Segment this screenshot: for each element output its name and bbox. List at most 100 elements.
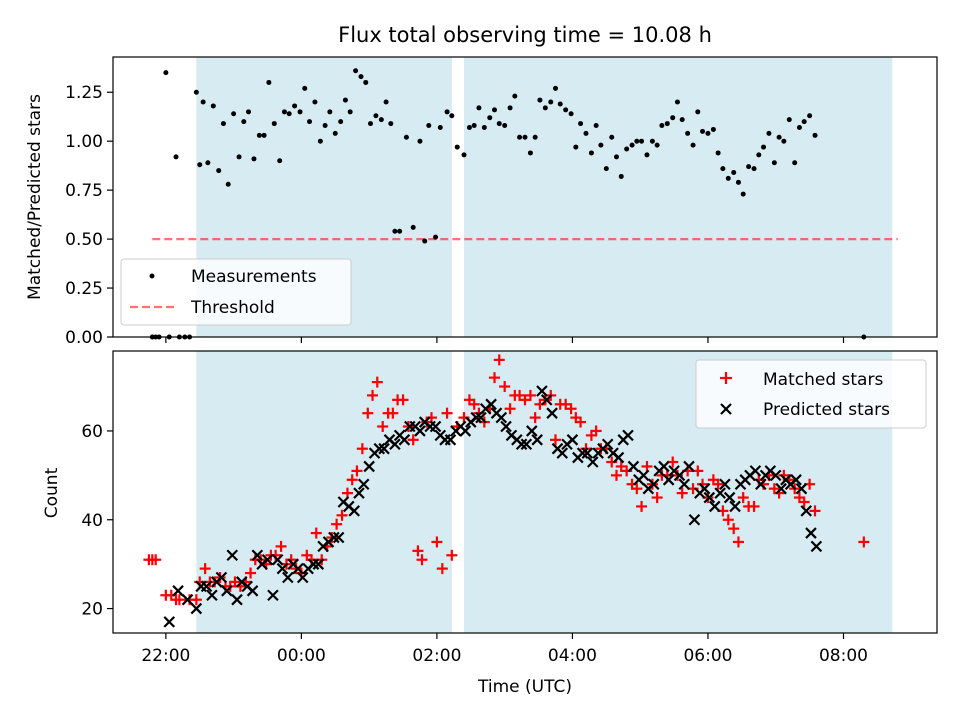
bottom-y-axis-label: Count xyxy=(42,467,62,518)
measurement-point xyxy=(373,113,379,119)
predicted-star-marker xyxy=(332,531,345,544)
predicted-star-marker xyxy=(688,513,701,526)
measurement-point xyxy=(241,119,247,125)
matched-star-marker xyxy=(549,434,561,446)
x-tick-label: 02:00 xyxy=(412,646,461,666)
top-plot: 0.00 0.25 0.50 0.75 1.00 1.25 Matched/Predict… xyxy=(25,56,938,348)
measurement-point xyxy=(756,152,762,158)
measurement-point xyxy=(685,130,691,136)
measurement-point xyxy=(573,144,579,150)
measurement-point xyxy=(210,103,216,109)
measurement-point xyxy=(725,175,731,181)
measurement-point xyxy=(613,154,619,160)
predicted-star-marker xyxy=(546,407,558,419)
measurement-point xyxy=(378,117,384,123)
matched-star-marker xyxy=(641,460,653,472)
matched-star-marker xyxy=(336,509,348,521)
matched-star-marker xyxy=(468,398,480,410)
matched-star-marker xyxy=(245,567,257,579)
top-legend: Measurements Threshold xyxy=(120,258,352,326)
predicted-star-marker xyxy=(810,540,823,553)
measurement-point xyxy=(461,152,467,158)
measurement-point xyxy=(664,121,670,127)
measurement-point xyxy=(266,79,272,85)
measurement-point xyxy=(422,238,428,244)
measurement-point xyxy=(471,123,477,129)
measurement-point xyxy=(746,164,752,170)
measurement-point xyxy=(307,119,313,125)
predicted-star-marker xyxy=(475,411,487,424)
measurement-point xyxy=(338,119,344,125)
measurement-point xyxy=(583,130,589,136)
measurement-point xyxy=(466,124,472,130)
matched-star-marker xyxy=(489,372,501,384)
top-y-tick-label: 1.00 xyxy=(65,132,103,152)
predicted-star-marker xyxy=(459,425,472,437)
predicted-star-marker xyxy=(296,571,309,584)
predicted-star-marker xyxy=(190,602,203,615)
matched-star-marker xyxy=(722,514,734,526)
predicted-star-marker xyxy=(749,465,762,477)
matched-star-marker xyxy=(346,474,358,486)
measurement-point xyxy=(609,134,615,140)
predicted-star-marker xyxy=(703,491,716,504)
matched-star-marker xyxy=(712,478,724,490)
predicted-star-marker xyxy=(723,491,736,504)
measurement-point xyxy=(654,142,660,148)
measurement-point xyxy=(246,109,252,115)
matched-star-marker xyxy=(809,505,821,517)
measurement-point xyxy=(437,124,443,130)
measurement-point xyxy=(649,138,655,144)
measurement-point xyxy=(532,134,538,140)
measurement-point xyxy=(751,166,757,172)
measurement-point xyxy=(231,111,237,117)
predicted-star-marker xyxy=(261,553,274,566)
bottom-y-ticks: 20 40 60 xyxy=(81,422,113,620)
measurement-point xyxy=(517,134,523,140)
predicted-stars-points xyxy=(163,385,823,628)
matched-star-marker xyxy=(199,563,211,575)
predicted-star-marker xyxy=(683,460,695,473)
bottom-y-tick-label: 20 xyxy=(81,600,103,620)
measurement-point xyxy=(766,130,772,136)
predicted-star-marker xyxy=(312,558,325,570)
bottom-legend: Matched stars Predicted stars xyxy=(695,359,927,429)
measurement-point xyxy=(312,99,318,105)
matched-star-marker xyxy=(858,536,870,548)
predicted-star-marker xyxy=(221,585,233,597)
predicted-star-marker xyxy=(556,447,569,459)
predicted-star-marker xyxy=(251,549,264,562)
matched-star-marker xyxy=(310,527,322,539)
predicted-star-marker xyxy=(231,593,243,606)
predicted-star-marker xyxy=(292,562,304,575)
measurement-point xyxy=(281,109,287,115)
predicted-star-marker xyxy=(348,505,361,517)
measurement-point xyxy=(193,89,199,95)
x-tick-label: 06:00 xyxy=(683,646,732,666)
predicted-star-marker xyxy=(540,394,553,406)
measurement-point xyxy=(481,124,487,130)
matched-star-marker xyxy=(441,407,453,419)
measurement-point xyxy=(781,138,787,144)
matched-star-marker xyxy=(676,487,688,499)
measurement-point xyxy=(261,132,267,138)
measurement-point xyxy=(624,146,630,152)
measurement-point xyxy=(403,134,409,140)
measurement-point xyxy=(449,113,455,119)
top-plot-frame xyxy=(112,56,938,338)
measurement-point xyxy=(317,138,323,144)
matched-star-marker xyxy=(356,443,368,455)
predicted-star-marker xyxy=(536,385,548,397)
measurement-point xyxy=(322,123,328,129)
measurement-point xyxy=(618,173,624,179)
predicted-star-marker xyxy=(389,438,401,451)
matched-star-marker xyxy=(397,394,409,406)
predicted-star-marker xyxy=(795,482,808,495)
measurement-point xyxy=(705,130,711,136)
measurement-point xyxy=(807,113,813,119)
measurement-point xyxy=(327,109,333,115)
bottom-plot: 20 40 60 22:00 00:00 02:00 04:00 06:00 08:00 Co… xyxy=(42,350,938,697)
measurement-point xyxy=(578,121,584,127)
measurement-point xyxy=(644,152,650,158)
